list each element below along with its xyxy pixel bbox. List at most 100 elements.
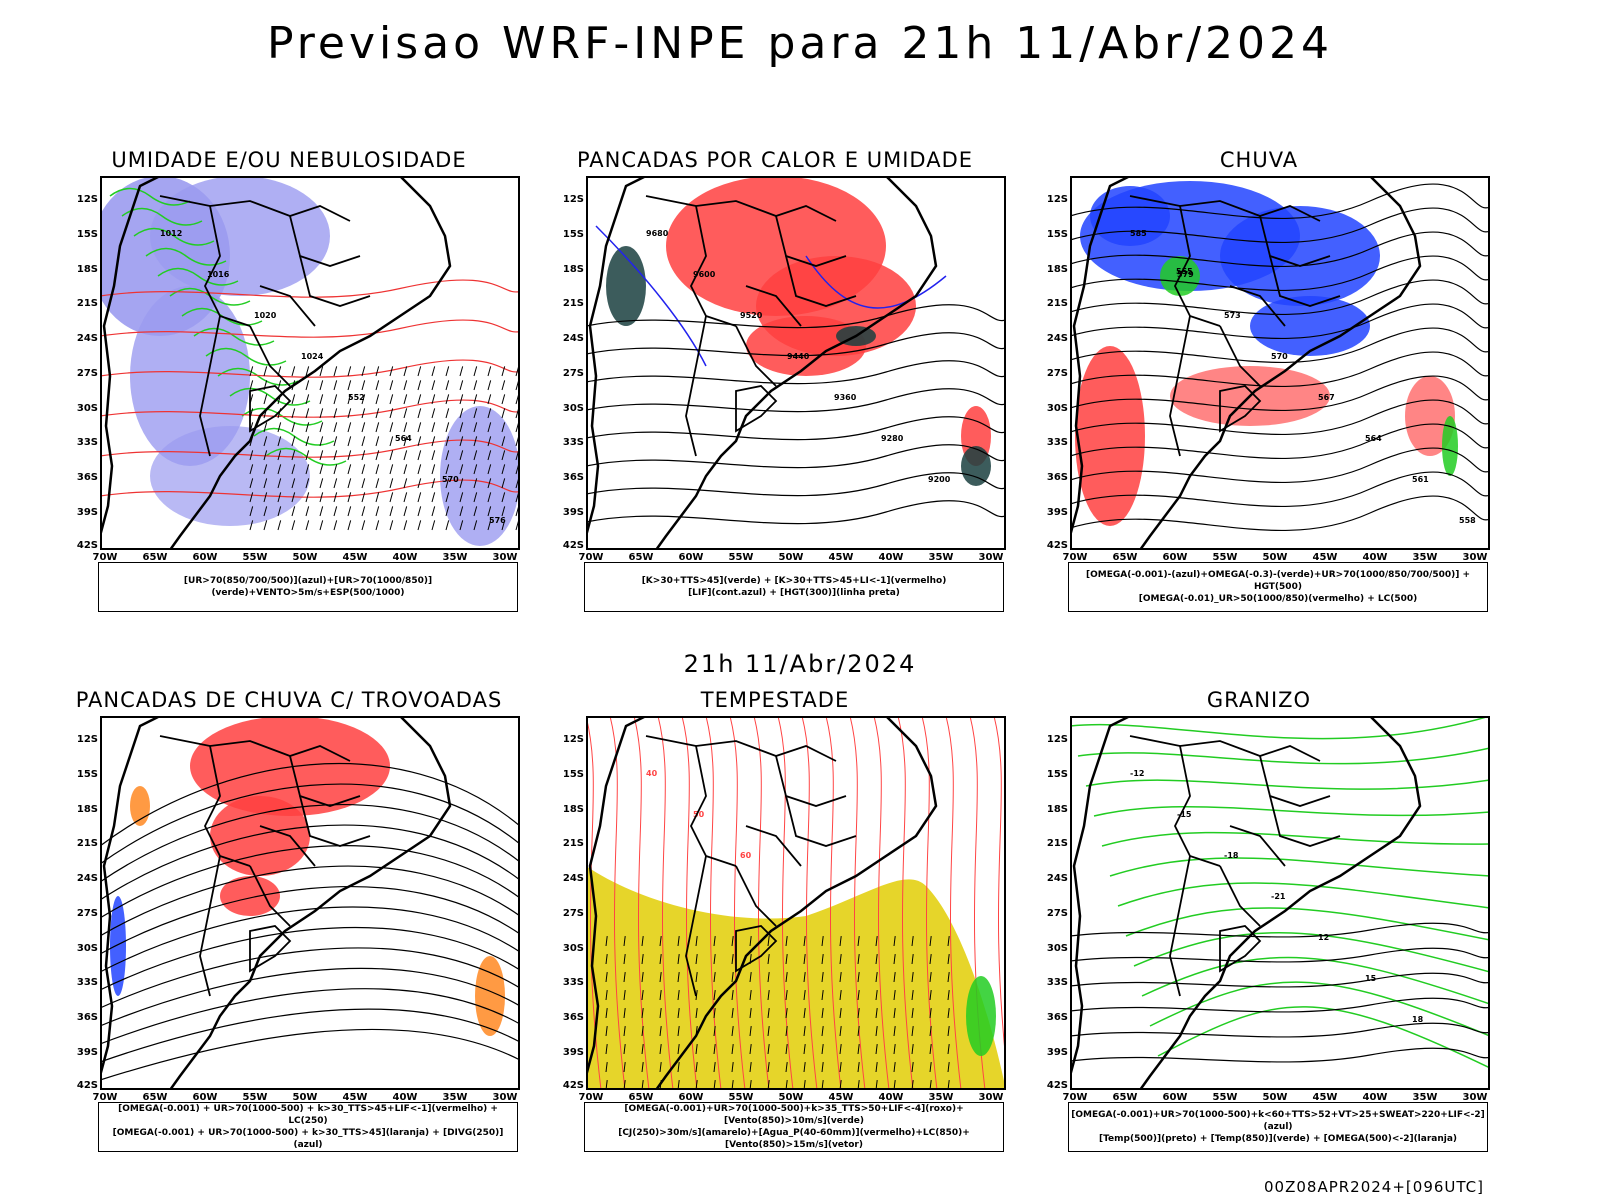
wind-vector	[263, 394, 268, 405]
wind-vector	[821, 1062, 824, 1073]
wind-vector	[361, 450, 366, 461]
contour-line	[1069, 279, 1491, 315]
state-border	[199, 315, 221, 457]
state-border	[1269, 255, 1341, 307]
wind-vector	[473, 478, 478, 489]
wind-vector	[695, 972, 698, 983]
wind-vector	[361, 506, 366, 517]
wind-vector	[333, 492, 338, 503]
humidity-area	[130, 286, 250, 466]
contour-label: 585	[1130, 229, 1147, 238]
state-border	[1219, 325, 1261, 387]
wind-vector	[911, 1062, 914, 1073]
contour-label: 9600	[693, 270, 716, 279]
wind-vector	[695, 1062, 698, 1073]
wind-vector	[677, 936, 680, 947]
state-border	[775, 215, 847, 267]
wind-vector	[459, 450, 464, 461]
wind-vector	[473, 506, 478, 517]
wind-vector	[277, 478, 282, 489]
legend-line: [OMEGA(-0.001) + UR>70(1000-500) + k>30_…	[112, 1128, 504, 1150]
state-border	[1219, 385, 1262, 433]
lat-tick-label: 21S	[1046, 838, 1068, 849]
wind-vector	[403, 492, 408, 503]
wind-vector	[785, 1026, 788, 1037]
wind-vector	[389, 436, 394, 447]
rain-area	[1075, 346, 1145, 526]
lon-tick-label: 35W	[1412, 1092, 1438, 1103]
state-border	[645, 735, 837, 762]
wind-vector	[431, 520, 436, 531]
contour-label: 570	[1271, 352, 1288, 361]
wind-vector	[459, 478, 464, 489]
lat-tick-label: 39S	[562, 1047, 584, 1058]
contour-line	[585, 472, 1007, 497]
wind-vector	[305, 506, 310, 517]
water-contour	[897, 715, 914, 1091]
wind-vector	[659, 1008, 662, 1019]
state-border	[1169, 315, 1191, 457]
wind-vector	[249, 450, 254, 461]
state-border	[1219, 925, 1262, 973]
lon-tick-label: 30W	[978, 552, 1004, 563]
state-border	[1229, 825, 1286, 867]
wind-vector	[731, 1008, 734, 1019]
wind-vector	[875, 954, 878, 965]
wind-vector	[893, 972, 896, 983]
wind-vector	[893, 1062, 896, 1073]
lat-tick-label: 24S	[562, 873, 584, 884]
contour-label: 555	[1176, 267, 1193, 276]
wind-vector	[305, 464, 310, 475]
lat-tick-label: 36S	[1046, 472, 1068, 483]
wind-vector	[947, 1008, 950, 1019]
wind-vector	[319, 520, 324, 531]
wind-vector	[857, 1044, 860, 1055]
wind-vector	[277, 506, 282, 517]
wind-vector	[459, 408, 464, 419]
streamline	[99, 865, 521, 937]
wind-vector	[389, 394, 394, 405]
contour-label: 561	[1412, 475, 1429, 484]
lon-tick-label: 35W	[928, 1092, 954, 1103]
wind-vector	[459, 506, 464, 517]
map-frame	[1070, 176, 1490, 550]
lon-tick-label: 70W	[92, 552, 118, 563]
humidity-contour	[229, 387, 311, 406]
lon-tick-label: 30W	[1462, 552, 1488, 563]
wind-vector	[821, 954, 824, 965]
lat-tick-label: 18S	[562, 264, 584, 275]
wind-area	[966, 976, 996, 1056]
contour-line	[585, 416, 1007, 441]
state-border	[689, 205, 737, 327]
wind-vector	[417, 492, 422, 503]
contour-label: 50	[693, 810, 705, 819]
wind-vector	[501, 394, 506, 405]
state-border	[249, 865, 291, 927]
wind-vector	[947, 972, 950, 983]
lat-tick-label: 18S	[562, 804, 584, 815]
state-border	[689, 745, 737, 867]
instability-area	[606, 246, 646, 326]
contour-line	[1069, 1022, 1491, 1038]
contour-label: 9520	[740, 311, 763, 320]
wind-vector	[893, 990, 896, 1001]
lon-tick-label: 30W	[492, 1092, 518, 1103]
wind-vector	[403, 436, 408, 447]
water-contour	[681, 715, 698, 1091]
wind-vector	[785, 1008, 788, 1019]
wind-vector	[487, 436, 492, 447]
temp850-contour	[1141, 956, 1491, 1005]
map-svg: 585 579 573 570 567 564 561 558 555	[1068, 174, 1491, 551]
wind-vector	[947, 1026, 950, 1037]
wind-vector	[459, 492, 464, 503]
wind-vector	[361, 492, 366, 503]
wind-vector	[911, 990, 914, 1001]
water-contour	[849, 715, 866, 1091]
wind-vector	[641, 1044, 644, 1055]
wind-vector	[347, 380, 352, 391]
lat-tick-label: 30S	[562, 403, 584, 414]
wind-vector	[445, 506, 450, 517]
wind-vector	[305, 492, 310, 503]
wind-vector	[731, 1044, 734, 1055]
lat-tick-label: 33S	[76, 977, 98, 988]
